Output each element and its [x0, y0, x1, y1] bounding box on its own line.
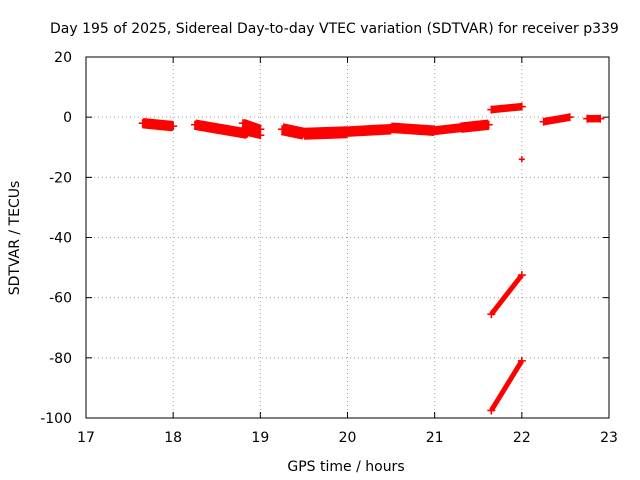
y-tick-label: 0 — [63, 110, 72, 126]
axis-ticks — [85, 56, 610, 419]
y-tick-label: -40 — [49, 231, 72, 247]
data-series-arc-10 — [456, 119, 493, 133]
series-band — [142, 117, 174, 132]
x-tick-label: 21 — [426, 430, 444, 446]
series-band — [490, 102, 523, 114]
x-axis-label: GPS time / hours — [287, 459, 404, 475]
series-band — [241, 118, 262, 134]
data-series-arc-4 — [243, 128, 265, 140]
data-series-arc-9 — [430, 123, 465, 136]
x-tick-label: 23 — [600, 430, 618, 446]
data-series-arc-6 — [299, 126, 352, 140]
data-points — [138, 102, 605, 415]
chart-title: Day 195 of 2025, Sidereal Day-to-day VTE… — [50, 21, 619, 37]
data-series-point-1 — [518, 156, 525, 163]
x-tick-label: 20 — [339, 430, 357, 446]
data-series-arc-13 — [583, 114, 605, 123]
series-band — [347, 123, 392, 137]
data-series-arc-7 — [343, 123, 396, 137]
y-tick-labels: 20 0 -20 -40 -60 -80 -100 — [40, 50, 72, 427]
y-tick-label: 20 — [54, 50, 72, 66]
data-series-arc-14 — [487, 271, 526, 319]
x-tick-label: 19 — [251, 430, 269, 446]
data-series-arc-12 — [539, 113, 574, 126]
series-band — [542, 113, 571, 126]
x-tick-label: 17 — [77, 430, 95, 446]
y-axis-label: SDTVAR / TECUs — [7, 181, 23, 296]
data-series-arc-1 — [138, 117, 178, 132]
x-tick-label: 18 — [164, 430, 182, 446]
series-band — [489, 273, 524, 316]
x-tick-label: 22 — [513, 430, 531, 446]
series-band — [194, 119, 249, 139]
y-tick-label: -60 — [49, 291, 72, 307]
y-tick-label: -80 — [49, 351, 72, 367]
data-series-arc-15 — [487, 356, 526, 415]
series-band — [460, 119, 490, 133]
grid-lines — [86, 57, 609, 418]
series-band — [303, 126, 348, 140]
x-tick-labels: 17 18 19 20 21 22 23 — [77, 430, 618, 446]
series-band — [489, 359, 524, 412]
data-series-arc-11 — [487, 102, 526, 114]
data-series-arc-8 — [387, 122, 439, 136]
y-tick-label: -100 — [40, 411, 72, 427]
series-band — [390, 122, 436, 136]
series-band — [434, 123, 462, 136]
y-tick-label: -20 — [49, 170, 72, 186]
